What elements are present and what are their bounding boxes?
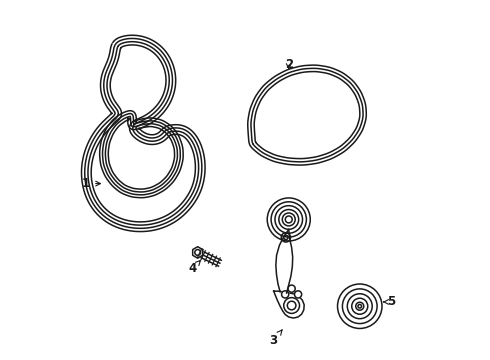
Text: 5: 5 bbox=[384, 296, 395, 309]
Polygon shape bbox=[193, 247, 203, 258]
Text: 3: 3 bbox=[269, 330, 282, 347]
Polygon shape bbox=[276, 229, 293, 293]
Circle shape bbox=[282, 291, 289, 298]
Text: 2: 2 bbox=[285, 58, 293, 71]
Text: 4: 4 bbox=[188, 261, 200, 275]
Circle shape bbox=[338, 284, 382, 328]
Circle shape bbox=[288, 285, 295, 292]
Circle shape bbox=[294, 291, 302, 298]
Text: 1: 1 bbox=[82, 177, 100, 190]
Polygon shape bbox=[274, 291, 304, 318]
Circle shape bbox=[267, 198, 310, 241]
